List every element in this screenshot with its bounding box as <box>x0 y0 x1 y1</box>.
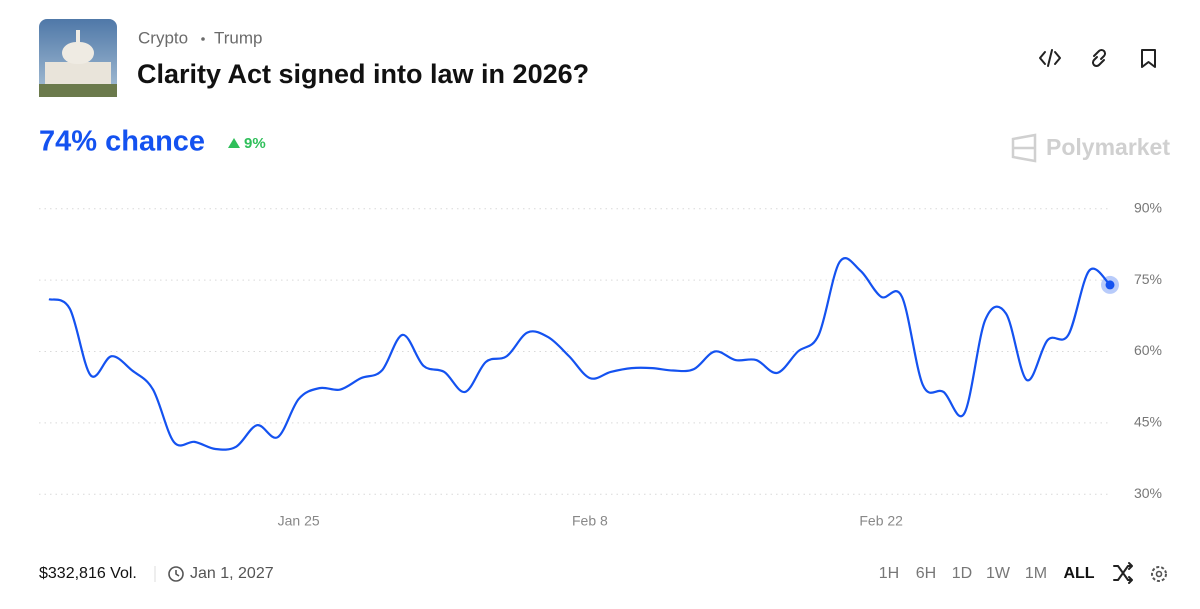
range-button[interactable]: 6H <box>916 565 936 582</box>
separator <box>201 37 205 41</box>
tag[interactable]: Trump <box>214 28 263 47</box>
x-tick-label: Feb 8 <box>572 513 608 529</box>
chart: 30% 45% 60% 75% 90% Jan 25 Feb 8 Feb 22 <box>39 199 1162 529</box>
up-arrow <box>228 138 240 148</box>
y-tick-label: 45% <box>1134 414 1162 430</box>
clock-icon <box>168 566 184 582</box>
change: 9% <box>244 135 266 152</box>
y-tick-label: 60% <box>1134 342 1162 358</box>
x-tick-label: Jan 25 <box>278 513 320 529</box>
range-button[interactable]: ALL <box>1063 565 1094 582</box>
bookmark-icon[interactable] <box>1141 49 1156 68</box>
embed-icon[interactable] <box>1039 49 1061 67</box>
brand-logo <box>1011 133 1037 163</box>
y-tick-label: 90% <box>1134 199 1162 215</box>
range-button[interactable]: 1M <box>1025 565 1047 582</box>
settings-icon[interactable] <box>1151 566 1167 582</box>
price-line <box>48 256 1111 451</box>
y-tick-label: 75% <box>1134 271 1162 287</box>
range-button[interactable]: 1D <box>952 565 972 582</box>
range-button[interactable]: 1H <box>879 565 899 582</box>
compare-icon[interactable] <box>1113 562 1133 584</box>
market-image <box>39 19 117 97</box>
range-button[interactable]: 1W <box>986 565 1011 582</box>
tag[interactable]: Crypto <box>138 28 188 47</box>
range-selector: 1H 6H 1D 1W 1M ALL <box>879 565 1095 582</box>
x-tick-label: Feb 22 <box>859 513 903 529</box>
chance: 74% chance <box>39 126 205 158</box>
end-date: Jan 1, 2027 <box>190 565 274 582</box>
link-icon[interactable] <box>1091 48 1107 68</box>
y-tick-label: 30% <box>1134 485 1162 501</box>
market-title: Clarity Act signed into law in 2026? <box>137 59 589 89</box>
last-point <box>1105 280 1115 290</box>
brand: Polymarket <box>1046 134 1170 160</box>
volume: $332,816 Vol. <box>39 565 137 582</box>
